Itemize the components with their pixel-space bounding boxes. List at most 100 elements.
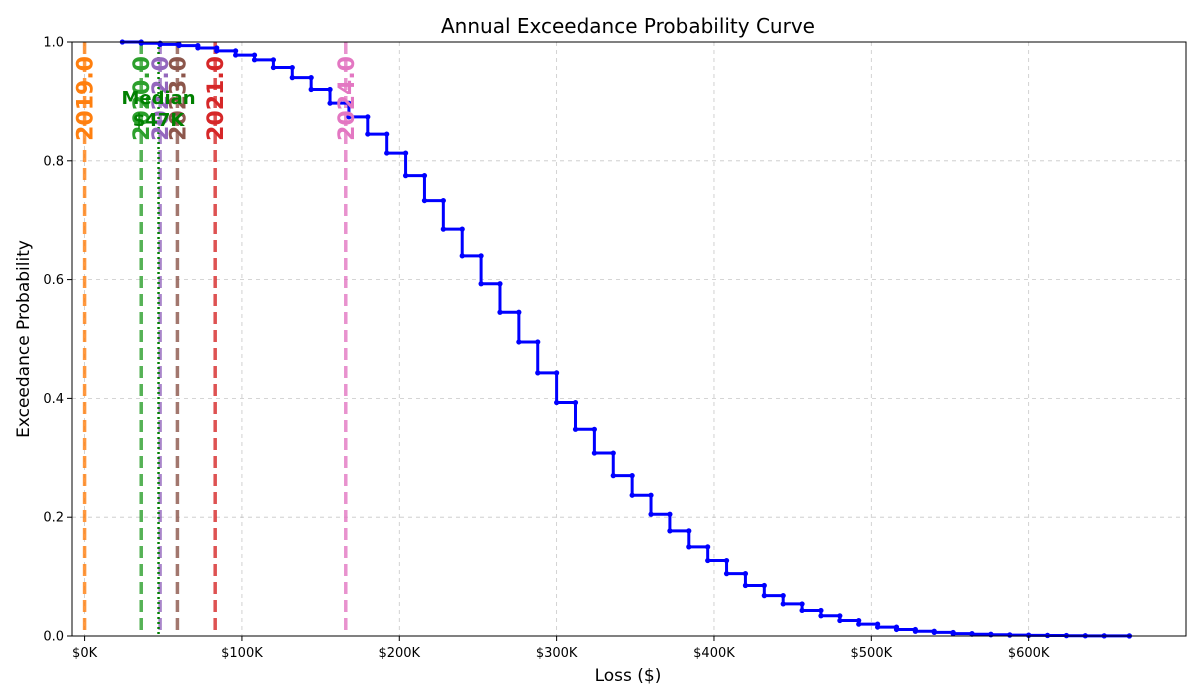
year-marker-label: 2020.0 bbox=[130, 56, 155, 141]
exceedance-step-line bbox=[122, 40, 1131, 638]
data-point bbox=[440, 197, 446, 204]
data-point bbox=[780, 593, 786, 599]
chart-title: Annual Exceedance Probability Curve bbox=[441, 14, 815, 38]
data-point bbox=[629, 492, 635, 498]
data-point bbox=[195, 45, 201, 51]
data-point bbox=[856, 621, 862, 627]
data-point bbox=[346, 114, 352, 120]
data-point bbox=[705, 557, 711, 564]
data-point bbox=[931, 629, 937, 636]
data-point bbox=[818, 613, 824, 619]
data-point bbox=[742, 571, 749, 577]
data-point bbox=[648, 492, 654, 498]
data-point bbox=[799, 607, 805, 614]
data-point bbox=[233, 52, 239, 58]
data-point bbox=[478, 281, 484, 287]
y-tick-label: 0.0 bbox=[43, 630, 64, 645]
data-point bbox=[478, 253, 484, 259]
data-point bbox=[402, 150, 409, 156]
year-marker-label: 2019.0 bbox=[74, 56, 99, 141]
data-point bbox=[893, 626, 900, 633]
data-point bbox=[780, 601, 786, 607]
x-tick-label: $400K bbox=[693, 646, 735, 661]
data-point bbox=[535, 339, 541, 345]
x-tick-label: $500K bbox=[851, 646, 893, 661]
data-point bbox=[459, 253, 465, 259]
data-point bbox=[421, 173, 428, 179]
data-point bbox=[440, 226, 446, 232]
data-point bbox=[875, 624, 881, 630]
y-tick-label: 0.2 bbox=[43, 511, 64, 526]
data-point bbox=[667, 528, 673, 534]
y-tick-label: 0.6 bbox=[43, 273, 64, 288]
data-point bbox=[837, 613, 843, 619]
data-point bbox=[157, 41, 163, 47]
year-marker-label: 2021.0 bbox=[204, 56, 229, 141]
y-axis-label: Exceedance Probability bbox=[14, 240, 34, 438]
data-point bbox=[535, 370, 541, 376]
x-tick-label: $300K bbox=[536, 646, 578, 661]
data-point bbox=[459, 226, 465, 232]
data-point bbox=[421, 197, 428, 204]
data-point bbox=[629, 473, 635, 479]
y-tick-label: 0.4 bbox=[43, 392, 64, 407]
data-point bbox=[327, 100, 333, 106]
median-label: Median bbox=[121, 88, 195, 109]
data-point bbox=[1007, 632, 1013, 638]
data-point bbox=[818, 607, 824, 614]
data-point bbox=[384, 131, 390, 137]
data-point bbox=[591, 426, 597, 432]
data-point bbox=[988, 632, 994, 638]
data-point bbox=[270, 64, 277, 71]
data-point bbox=[289, 64, 295, 71]
data-point bbox=[327, 86, 333, 93]
data-point bbox=[572, 426, 579, 432]
data-point bbox=[856, 617, 862, 624]
data-point bbox=[591, 450, 597, 456]
x-tick-label: $200K bbox=[378, 646, 420, 661]
data-point bbox=[950, 631, 956, 637]
data-point bbox=[705, 544, 711, 550]
data-point bbox=[270, 57, 277, 63]
x-tick-label: $600K bbox=[1008, 646, 1050, 661]
data-point bbox=[742, 582, 749, 589]
data-point bbox=[554, 370, 560, 376]
data-point bbox=[723, 557, 730, 564]
x-axis-label: Loss ($) bbox=[595, 666, 662, 686]
x-tick-label: $0K bbox=[72, 646, 98, 661]
data-point bbox=[1026, 632, 1032, 639]
data-point bbox=[251, 57, 258, 63]
data-point bbox=[572, 399, 579, 406]
y-tick-label: 1.0 bbox=[43, 36, 64, 51]
year-marker-label: 2024.0 bbox=[335, 56, 360, 141]
year-marker-label: 2023.0 bbox=[166, 56, 191, 141]
data-point bbox=[686, 544, 692, 550]
data-point bbox=[723, 571, 730, 577]
data-point bbox=[667, 511, 673, 517]
data-point bbox=[384, 150, 390, 156]
data-point bbox=[516, 309, 522, 315]
tick-layer: $0K $100K $200K $300K $400K $500K $600K 0.0 0.2 0… bbox=[43, 36, 1050, 662]
data-point bbox=[233, 48, 239, 54]
year-marker-label: 2022.0 bbox=[149, 56, 174, 141]
data-point bbox=[497, 309, 503, 315]
y-tick-label: 0.8 bbox=[43, 154, 64, 169]
data-point bbox=[214, 48, 220, 54]
data-point bbox=[308, 86, 314, 93]
plot-frame bbox=[71, 41, 1187, 637]
x-tick-label: $100K bbox=[221, 646, 263, 661]
data-point bbox=[648, 511, 654, 517]
data-point bbox=[365, 131, 371, 137]
data-point bbox=[308, 75, 314, 81]
data-point bbox=[346, 100, 352, 106]
data-point bbox=[799, 601, 805, 607]
data-point bbox=[912, 628, 918, 634]
data-point bbox=[837, 617, 843, 624]
data-point bbox=[251, 52, 258, 58]
grid-layer bbox=[72, 41, 1186, 637]
data-point bbox=[610, 450, 616, 456]
data-point bbox=[516, 339, 522, 345]
series-layer bbox=[119, 39, 1132, 639]
